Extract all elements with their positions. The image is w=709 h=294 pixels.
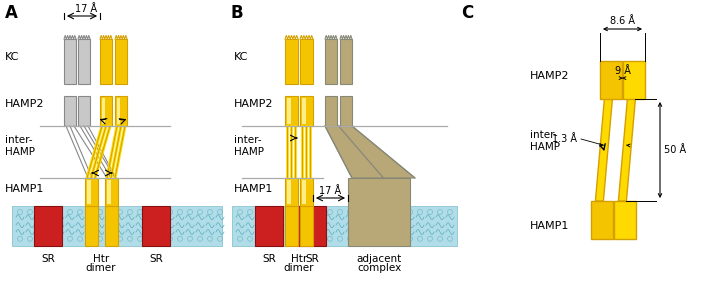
Bar <box>85 178 98 206</box>
Bar <box>142 206 170 246</box>
Text: 1.3 Å: 1.3 Å <box>552 134 578 144</box>
Text: SR: SR <box>149 254 163 264</box>
Bar <box>623 61 645 99</box>
Bar <box>107 180 111 204</box>
Bar <box>300 178 313 206</box>
Text: dimer: dimer <box>86 263 116 273</box>
Bar <box>115 39 127 84</box>
Text: adjacent: adjacent <box>357 254 401 264</box>
Text: inter-
HAMP: inter- HAMP <box>5 135 35 157</box>
Bar <box>78 96 90 126</box>
Bar <box>591 201 613 239</box>
Bar <box>66 98 69 123</box>
Text: A: A <box>5 4 18 22</box>
Bar <box>105 178 118 206</box>
Text: KC: KC <box>5 52 19 62</box>
Bar <box>232 206 457 246</box>
Bar <box>340 96 352 126</box>
Text: SR: SR <box>305 254 319 264</box>
Bar <box>117 98 121 123</box>
Bar <box>85 206 98 246</box>
Bar <box>285 96 298 126</box>
Text: HAMP2: HAMP2 <box>530 71 569 81</box>
Text: KC: KC <box>234 52 248 62</box>
Bar <box>285 39 298 84</box>
Text: HAMP1: HAMP1 <box>5 184 45 194</box>
Text: B: B <box>230 4 242 22</box>
Bar <box>100 96 112 126</box>
Bar <box>285 178 298 206</box>
Bar <box>34 206 62 246</box>
Bar <box>300 39 313 84</box>
Bar <box>614 201 636 239</box>
Text: Htr: Htr <box>291 254 307 264</box>
Text: SR: SR <box>41 254 55 264</box>
Bar <box>100 39 112 84</box>
Bar <box>285 206 298 246</box>
Bar <box>340 39 352 84</box>
Bar <box>287 180 291 204</box>
Text: C: C <box>461 4 473 22</box>
Text: 9 Å: 9 Å <box>615 66 630 76</box>
Bar <box>300 206 313 246</box>
Text: HAMP1: HAMP1 <box>234 184 274 194</box>
Bar <box>600 61 622 99</box>
Bar <box>87 180 91 204</box>
Bar <box>302 98 306 123</box>
Text: 8.6 Å: 8.6 Å <box>610 16 635 26</box>
Text: 50 Å: 50 Å <box>664 145 686 155</box>
Text: inter-
HAMP: inter- HAMP <box>234 135 264 157</box>
Bar <box>302 180 306 204</box>
Polygon shape <box>618 99 635 201</box>
Bar <box>342 98 345 123</box>
Bar <box>105 206 118 246</box>
Bar <box>298 206 326 246</box>
Polygon shape <box>596 99 613 201</box>
Bar <box>64 96 76 126</box>
Text: HAMP1: HAMP1 <box>530 221 569 231</box>
Text: 17 Å: 17 Å <box>75 4 97 14</box>
Bar <box>115 96 127 126</box>
Bar <box>300 96 313 126</box>
Text: complex: complex <box>357 263 401 273</box>
Bar <box>12 206 222 246</box>
Bar <box>102 98 106 123</box>
Bar <box>78 39 90 84</box>
Text: HAMP2: HAMP2 <box>234 99 274 109</box>
Bar <box>64 39 76 84</box>
Text: 17 Å: 17 Å <box>319 186 341 196</box>
Bar <box>348 178 410 246</box>
Bar <box>255 206 283 246</box>
Bar <box>325 39 337 84</box>
Bar <box>80 98 84 123</box>
Bar <box>327 98 330 123</box>
Text: inter-
HAMP: inter- HAMP <box>530 130 560 152</box>
Bar <box>287 98 291 123</box>
Text: Htr: Htr <box>93 254 109 264</box>
Text: dimer: dimer <box>284 263 314 273</box>
Polygon shape <box>325 126 415 178</box>
Bar <box>325 96 337 126</box>
Text: SR: SR <box>262 254 276 264</box>
Text: HAMP2: HAMP2 <box>5 99 45 109</box>
